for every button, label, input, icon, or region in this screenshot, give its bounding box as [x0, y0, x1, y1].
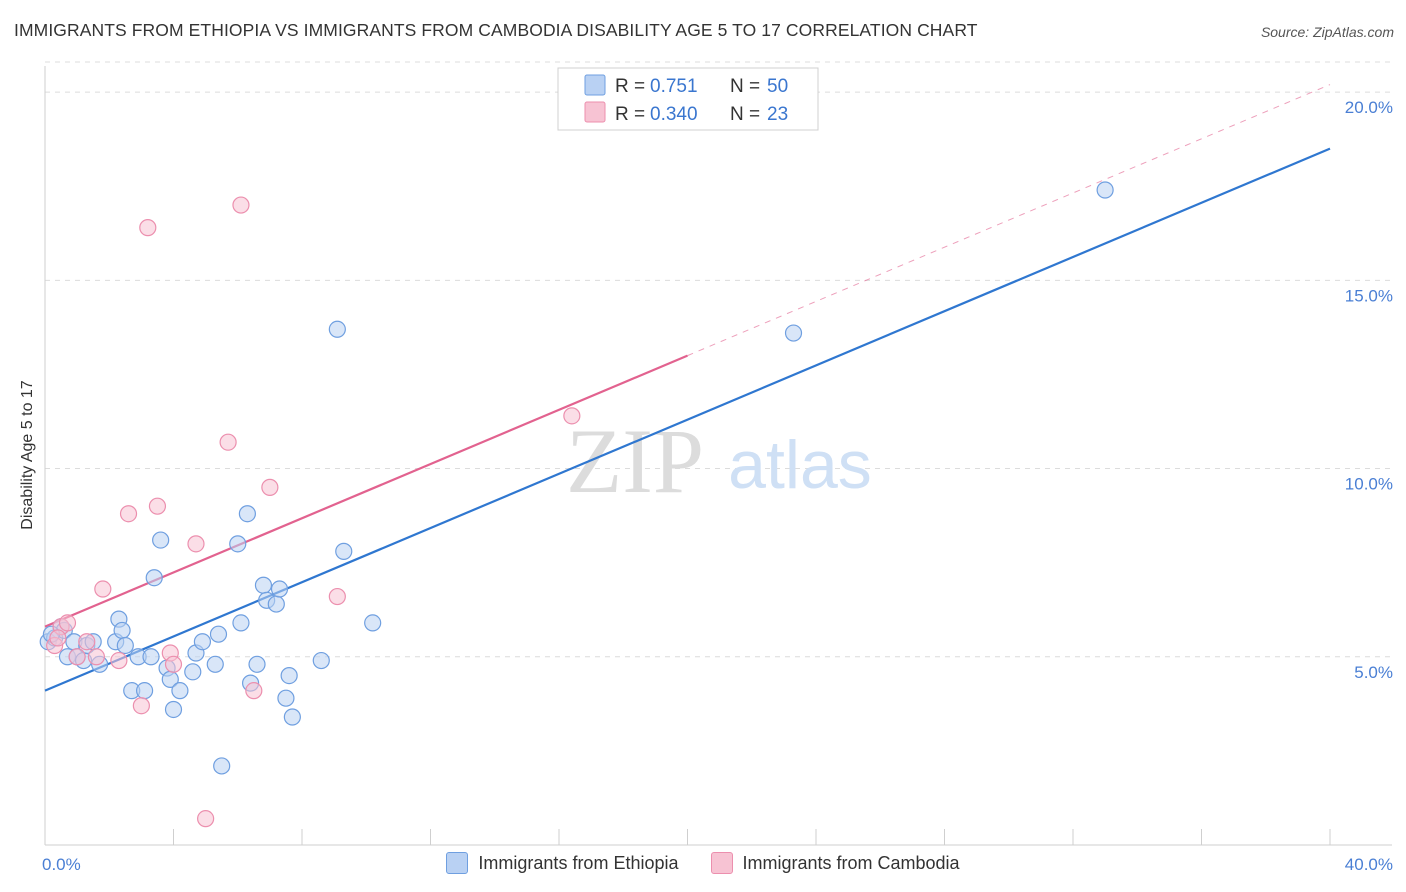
- ethiopia-point: [1096, 181, 1114, 199]
- ethiopia-point: [335, 542, 353, 560]
- trend-lines: [44, 84, 1331, 692]
- cambodia-point: [245, 682, 263, 700]
- bottom-legend-swatch-ethiopia: [446, 852, 469, 874]
- legend-n-label: N =: [730, 104, 760, 125]
- legend-r-label: R =: [615, 76, 645, 97]
- cambodia-point: [87, 648, 106, 666]
- cambodia-point: [197, 810, 215, 828]
- bottom-legend-label: Immigrants from Ethiopia: [478, 852, 679, 873]
- ethiopia-point: [116, 636, 134, 655]
- cambodia-point: [139, 219, 157, 237]
- source-label: Source: ZipAtlas.com: [1260, 24, 1394, 40]
- bottom-legend-swatch-cambodia: [710, 852, 733, 874]
- cambodia-point: [261, 478, 279, 496]
- y-tick-label: 15.0%: [1345, 286, 1393, 305]
- ethiopia-point: [283, 708, 301, 726]
- ethiopia-point: [213, 757, 231, 775]
- legend: R = 0.751 N = 50 R = 0.340 N = 23: [557, 67, 819, 131]
- ethiopia-point: [254, 576, 273, 594]
- cambodia-point: [148, 497, 167, 515]
- cambodia-point: [119, 505, 138, 523]
- ethiopia-point: [229, 535, 247, 553]
- ethiopia-point: [113, 621, 131, 640]
- trend-line: [44, 147, 1331, 692]
- grid-lines: [45, 61, 1392, 658]
- cambodia-point: [219, 433, 237, 451]
- ethiopia-point: [784, 324, 803, 342]
- data-points: [39, 181, 1114, 828]
- ethiopia-point: [145, 569, 163, 587]
- cambodia-point: [94, 580, 112, 598]
- ethiopia-point: [171, 682, 189, 700]
- ethiopia-point: [164, 700, 183, 719]
- y-tick-label: 10.0%: [1345, 475, 1393, 494]
- cambodia-point: [563, 407, 581, 425]
- x-tick-label: 0.0%: [42, 855, 81, 874]
- y-tick-label: 20.0%: [1345, 98, 1393, 117]
- ethiopia-point: [142, 648, 160, 666]
- ethiopia-point: [277, 689, 295, 707]
- cambodia-point: [164, 655, 183, 673]
- ethiopia-point: [364, 614, 382, 632]
- bottom-legend-item-cambodia: Immigrants from Cambodia: [710, 852, 960, 874]
- ethiopia-point: [152, 531, 170, 549]
- ethiopia-point: [206, 655, 224, 673]
- legend-r-value: 0.751: [650, 76, 698, 97]
- cambodia-point: [78, 633, 96, 651]
- ethiopia-point: [193, 633, 212, 651]
- axes: [44, 66, 1392, 846]
- cambodia-point: [132, 697, 150, 715]
- cambodia-point: [68, 648, 86, 666]
- ethiopia-point: [135, 682, 154, 700]
- ethiopia-point: [184, 663, 202, 681]
- ethiopia-point: [280, 667, 298, 685]
- ethiopia-point: [270, 580, 289, 598]
- cambodia-point: [58, 614, 77, 632]
- cambodia-point: [187, 535, 205, 553]
- legend-n-label: N =: [730, 76, 760, 97]
- tick-labels: 5.0% 10.0% 15.0% 20.0% 0.0% 40.0%: [42, 98, 1393, 874]
- x-tick-label: 40.0%: [1345, 855, 1393, 874]
- legend-swatch-cambodia: [584, 101, 606, 123]
- legend-r-value: 0.340: [650, 104, 698, 125]
- bottom-legend-label: Immigrants from Cambodia: [742, 852, 960, 873]
- ethiopia-point: [209, 625, 228, 643]
- ethiopia-point: [238, 505, 256, 523]
- ethiopia-point: [248, 655, 266, 673]
- cambodia-point: [49, 629, 67, 647]
- cambodia-point: [232, 196, 250, 214]
- ethiopia-point: [312, 651, 330, 670]
- ethiopia-point: [328, 320, 346, 338]
- cambodia-point: [328, 587, 346, 606]
- legend-n-value: 50: [767, 76, 788, 97]
- trend-line-extension: [687, 84, 1331, 357]
- bottom-legend: Immigrants from Ethiopia Immigrants from…: [0, 852, 1406, 874]
- watermark-atlas: atlas: [728, 427, 872, 503]
- bottom-legend-item-ethiopia: Immigrants from Ethiopia: [446, 852, 679, 874]
- ethiopia-point: [267, 595, 285, 613]
- y-tick-label: 5.0%: [1354, 663, 1393, 682]
- cambodia-point: [110, 651, 128, 670]
- legend-n-value: 23: [767, 104, 788, 125]
- chart-title: IMMIGRANTS FROM ETHIOPIA VS IMMIGRANTS F…: [14, 20, 978, 40]
- ethiopia-point: [232, 614, 250, 632]
- legend-r-label: R =: [615, 104, 645, 125]
- legend-swatch-ethiopia: [584, 74, 606, 96]
